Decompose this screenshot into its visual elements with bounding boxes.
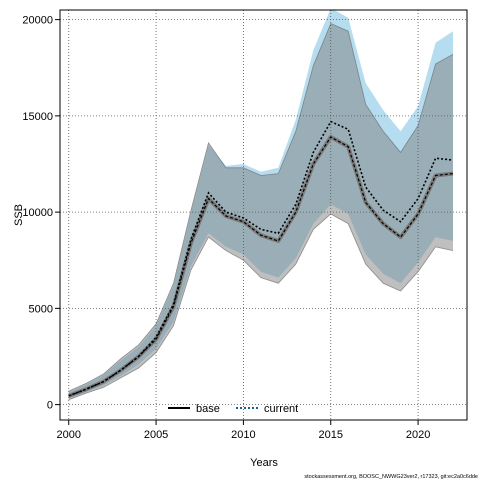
x-tick-label: 2010 xyxy=(231,429,255,441)
confidence-bands xyxy=(68,10,453,400)
y-tick-label: 15000 xyxy=(22,111,53,123)
y-tick-label: 20000 xyxy=(22,15,53,27)
legend-label-base: base xyxy=(196,403,220,415)
x-axis-title: Years xyxy=(250,457,278,469)
legend: base current xyxy=(168,403,298,415)
x-axis: 2000 2005 2010 2015 2020 xyxy=(56,420,430,441)
y-tick-label: 10000 xyxy=(22,207,53,219)
series-line-current xyxy=(68,120,454,397)
x-tick-label: 2015 xyxy=(319,429,343,441)
y-axis: 0 5000 10000 15000 20000 xyxy=(22,15,60,412)
band-edge-base-upper xyxy=(68,22,454,392)
legend-label-current: current xyxy=(264,403,298,415)
series-lines xyxy=(67,22,454,401)
caption: stockassessment.org, BOOSC_NWWG23ver2, r… xyxy=(304,474,478,480)
y-tick-label: 5000 xyxy=(29,303,53,315)
x-tick-label: 2020 xyxy=(406,429,430,441)
x-tick-label: 2005 xyxy=(144,429,168,441)
y-axis-title: SSB xyxy=(13,204,25,226)
band-edge-base-lower xyxy=(68,213,454,401)
plot-frame xyxy=(59,9,468,421)
series-line-base xyxy=(68,136,454,397)
y-tick-label: 0 xyxy=(47,400,53,412)
x-tick-label: 2000 xyxy=(56,429,80,441)
band-base xyxy=(68,23,453,400)
